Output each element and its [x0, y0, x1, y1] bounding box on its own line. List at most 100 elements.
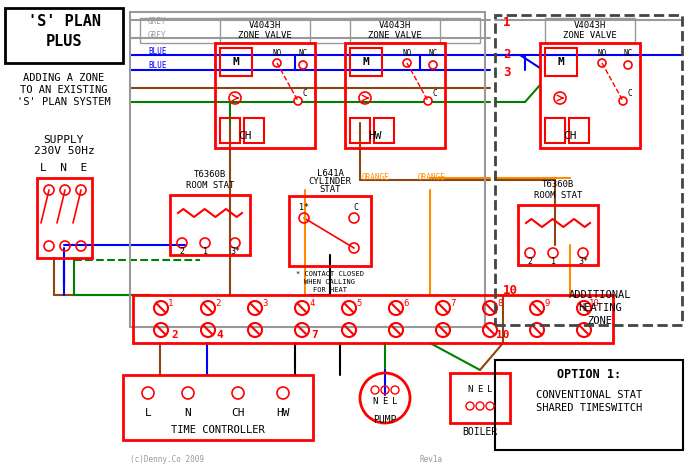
Text: NO: NO — [598, 49, 607, 58]
Bar — [220, 118, 240, 143]
Bar — [170, 195, 250, 255]
Text: 4: 4 — [309, 299, 315, 307]
Text: TIME CONTROLLER: TIME CONTROLLER — [171, 425, 265, 435]
Bar — [495, 15, 682, 325]
Circle shape — [598, 59, 606, 67]
Text: 3*: 3* — [230, 248, 240, 256]
Text: TO AN EXISTING: TO AN EXISTING — [20, 85, 108, 95]
Bar — [518, 205, 598, 265]
Text: E: E — [477, 386, 483, 395]
Bar — [450, 373, 510, 423]
Bar — [140, 18, 480, 43]
Text: FOR HEAT: FOR HEAT — [313, 287, 347, 293]
Text: 4: 4 — [217, 330, 224, 340]
Text: 8: 8 — [497, 299, 503, 307]
Text: V4043H: V4043H — [379, 21, 411, 29]
Bar — [244, 118, 264, 143]
Bar — [220, 18, 310, 43]
Text: 1: 1 — [551, 257, 555, 266]
Text: PLUS: PLUS — [46, 35, 82, 50]
Text: 3: 3 — [503, 66, 511, 79]
Bar — [540, 43, 640, 148]
Text: Rev1a: Rev1a — [420, 455, 443, 465]
Bar — [545, 18, 635, 43]
Bar — [130, 12, 485, 327]
Text: T6360B
ROOM STAT: T6360B ROOM STAT — [186, 170, 234, 190]
Text: L  N  E: L N E — [41, 163, 88, 173]
Circle shape — [273, 59, 281, 67]
Bar — [123, 375, 313, 440]
Text: 1: 1 — [202, 248, 208, 256]
Text: 2: 2 — [172, 330, 179, 340]
Text: L: L — [487, 386, 493, 395]
Circle shape — [299, 61, 307, 69]
Text: 2: 2 — [179, 248, 184, 256]
Circle shape — [624, 61, 632, 69]
Text: C: C — [303, 88, 307, 97]
Bar — [350, 118, 370, 143]
Text: GREY: GREY — [148, 17, 166, 27]
Text: BLUE: BLUE — [148, 61, 166, 71]
Text: 3: 3 — [262, 299, 268, 307]
Text: NC: NC — [623, 49, 633, 58]
Text: BOILER: BOILER — [462, 427, 497, 437]
Text: SUPPLY: SUPPLY — [43, 135, 84, 145]
Text: L641A: L641A — [317, 168, 344, 177]
Bar — [215, 43, 315, 148]
Text: 1*: 1* — [299, 204, 309, 212]
Text: 2: 2 — [503, 49, 511, 61]
Text: OPTION 1:: OPTION 1: — [557, 368, 621, 381]
Text: NC: NC — [428, 49, 437, 58]
Text: 3*: 3* — [578, 257, 588, 266]
Text: 10: 10 — [496, 330, 510, 340]
Text: ZONE VALVE: ZONE VALVE — [368, 30, 422, 39]
Text: L: L — [393, 397, 397, 407]
Text: C: C — [433, 88, 437, 97]
Bar — [545, 118, 565, 143]
Circle shape — [424, 97, 432, 105]
Text: N: N — [185, 408, 191, 418]
Bar — [5, 8, 123, 63]
Bar — [374, 118, 394, 143]
Text: 6: 6 — [404, 299, 408, 307]
Bar — [495, 360, 683, 450]
Bar — [350, 18, 440, 43]
Text: 5: 5 — [356, 299, 362, 307]
Text: 1: 1 — [168, 299, 174, 307]
Text: 1: 1 — [503, 15, 511, 29]
Text: 7: 7 — [451, 299, 455, 307]
Text: * CONTACT CLOSED: * CONTACT CLOSED — [296, 271, 364, 277]
Text: NC: NC — [298, 49, 308, 58]
Text: ADDITIONAL: ADDITIONAL — [569, 290, 631, 300]
Text: M: M — [233, 57, 239, 67]
Bar — [350, 48, 382, 76]
Bar — [345, 43, 445, 148]
Text: C: C — [353, 204, 359, 212]
Text: 'S' PLAN: 'S' PLAN — [28, 15, 101, 29]
Circle shape — [429, 61, 437, 69]
Text: ZONE: ZONE — [587, 316, 613, 326]
Text: M: M — [363, 57, 369, 67]
Text: L: L — [145, 408, 151, 418]
Text: STAT: STAT — [319, 184, 341, 193]
Text: GREY: GREY — [148, 31, 166, 41]
Text: HEATING: HEATING — [578, 303, 622, 313]
Bar — [569, 118, 589, 143]
Text: T6360B
ROOM STAT: T6360B ROOM STAT — [534, 180, 582, 200]
Text: (c)Denny.Co 2009: (c)Denny.Co 2009 — [130, 455, 204, 465]
Text: CH: CH — [231, 408, 245, 418]
Circle shape — [619, 97, 627, 105]
Bar — [289, 196, 371, 266]
Text: ORANGE: ORANGE — [362, 174, 390, 183]
Text: NO: NO — [273, 49, 282, 58]
Text: HW: HW — [368, 131, 382, 141]
Text: 7: 7 — [312, 330, 318, 340]
Text: M: M — [558, 57, 564, 67]
Text: V4043H: V4043H — [249, 21, 281, 29]
Text: N: N — [373, 397, 377, 407]
Bar — [545, 48, 577, 76]
Text: 9: 9 — [544, 299, 550, 307]
Bar — [133, 295, 613, 343]
Text: CONVENTIONAL STAT: CONVENTIONAL STAT — [536, 390, 642, 400]
Text: ORANGE: ORANGE — [418, 174, 446, 183]
